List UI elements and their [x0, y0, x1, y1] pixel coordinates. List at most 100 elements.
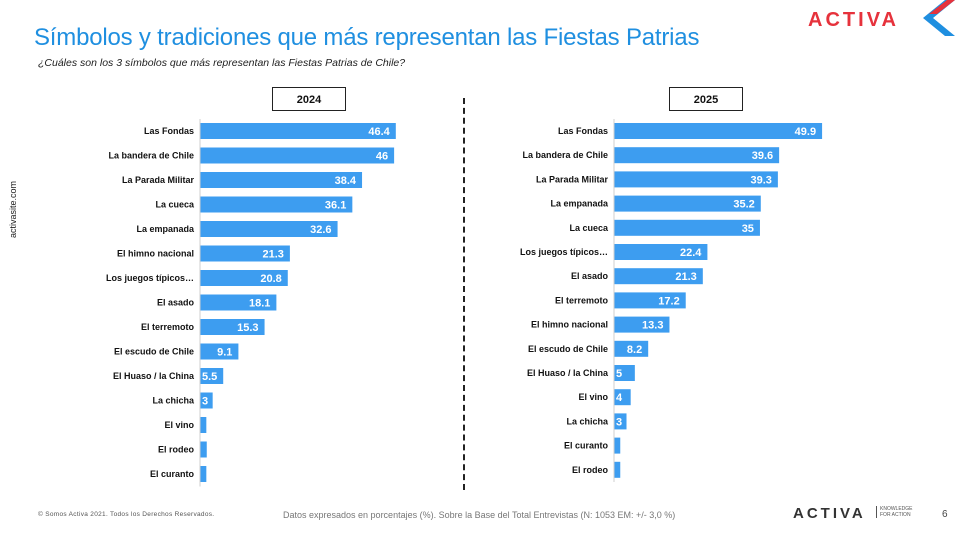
- bar: [200, 319, 265, 335]
- data-label: 46.4: [368, 126, 390, 138]
- category-label: La bandera de Chile: [522, 150, 608, 160]
- category-label: La Parada Militar: [122, 175, 195, 185]
- data-label: 36.1: [325, 200, 346, 212]
- bar: [200, 368, 224, 384]
- bar: [200, 172, 363, 188]
- data-label: 13.3: [642, 320, 663, 332]
- bar: [200, 294, 277, 311]
- category-label: La chicha: [566, 416, 609, 426]
- category-label: El terremoto: [141, 322, 195, 332]
- category-label: El curanto: [150, 469, 195, 479]
- bar: [614, 413, 627, 430]
- charts-canvas: Las Fondas 46.4 La bandera de Chile 46 La Pa…: [106, 119, 823, 487]
- category-label: El asado: [157, 298, 195, 308]
- category-label: La empanada: [550, 199, 609, 209]
- bar: [200, 441, 207, 458]
- data-label: 18.1: [249, 298, 270, 310]
- data-label: 39.3: [750, 174, 771, 186]
- category-label: El vino: [164, 420, 194, 430]
- bar: [200, 343, 239, 360]
- category-label: El himno nacional: [117, 249, 194, 259]
- brand-mark-icon: [923, 0, 955, 36]
- data-label: 20.8: [260, 273, 281, 285]
- bar: [614, 316, 670, 333]
- page-subtitle: ¿Cuáles son los 3 símbolos que más repre…: [38, 57, 406, 69]
- category-label: El vino: [578, 392, 608, 402]
- bar: [614, 292, 686, 309]
- data-label: 38.4: [335, 175, 357, 187]
- bar: [614, 437, 621, 454]
- category-label: El Huaso / la China: [527, 368, 609, 378]
- bar: [614, 123, 823, 139]
- bar: [614, 244, 708, 260]
- data-label: 17.2: [658, 295, 679, 307]
- data-label: 21.3: [675, 271, 696, 283]
- category-label: El terremoto: [555, 295, 609, 305]
- bar: [614, 147, 780, 164]
- chart-2024-title: 2024: [272, 87, 346, 111]
- footer-tagline-line-1: KNOWLEDGE: [880, 506, 913, 512]
- bar: [200, 392, 213, 409]
- bar: [614, 171, 778, 188]
- category-label: El asado: [571, 271, 609, 281]
- bar: [614, 389, 631, 406]
- bar: [200, 466, 207, 482]
- chart-2025-title: 2025: [669, 87, 743, 111]
- category-label: Las Fondas: [558, 126, 608, 136]
- data-label: 49.9: [795, 126, 816, 138]
- data-label: 15.3: [237, 322, 258, 334]
- bar: [614, 219, 760, 236]
- footer-note: Datos expresados en porcentajes (%). Sob…: [283, 510, 676, 520]
- category-label: El escudo de Chile: [114, 347, 194, 357]
- data-label: 3: [202, 396, 208, 408]
- data-label: 22.4: [680, 247, 702, 259]
- category-label: El Huaso / la China: [113, 371, 195, 381]
- category-label: Las Fondas: [144, 126, 194, 136]
- page-number: 6: [942, 509, 948, 520]
- category-label: La bandera de Chile: [108, 151, 194, 161]
- category-label: La cueca: [155, 200, 195, 210]
- bar: [614, 268, 703, 285]
- category-label: El escudo de Chile: [528, 344, 608, 354]
- category-label: El rodeo: [158, 445, 195, 455]
- footer-tagline-line-2: FOR ACTION: [880, 512, 911, 518]
- data-label: 21.3: [262, 249, 283, 261]
- data-label: 9.1: [217, 347, 232, 359]
- footer-tagline: KNOWLEDGE FOR ACTION: [876, 506, 913, 518]
- bar: [200, 123, 396, 139]
- category-label: El rodeo: [572, 465, 609, 475]
- bar: [200, 147, 395, 164]
- bar: [200, 196, 353, 213]
- category-label: El curanto: [564, 441, 609, 451]
- bar: [200, 245, 290, 262]
- brand-logo: ACTIVA: [808, 9, 899, 31]
- bar: [200, 417, 207, 433]
- data-label: 35.2: [733, 199, 754, 211]
- copyright-text: © Somos Activa 2021. Todos los Derechos …: [38, 511, 215, 518]
- category-label: Los juegos típicos…: [106, 273, 194, 283]
- data-label: 8.2: [627, 344, 642, 356]
- data-label: 39.6: [752, 150, 773, 162]
- data-label: 4: [616, 392, 623, 404]
- category-label: El himno nacional: [531, 320, 608, 330]
- divider-line: [463, 98, 465, 490]
- data-label: 32.6: [310, 224, 331, 236]
- data-label: 5: [616, 368, 622, 380]
- category-label: Los juegos típicos…: [520, 247, 608, 257]
- footer-brand-logo: ACTIVA: [793, 505, 866, 522]
- bar: [614, 365, 635, 381]
- bar: [614, 461, 621, 478]
- category-label: La empanada: [136, 224, 195, 234]
- data-label: 35: [742, 223, 754, 235]
- data-label: 5.5: [202, 371, 217, 383]
- bar: [614, 340, 649, 357]
- data-label: 3: [616, 416, 622, 428]
- page-title: Símbolos y tradiciones que más represent…: [34, 24, 700, 51]
- bar: [200, 221, 338, 237]
- data-label: 46: [376, 151, 388, 163]
- category-label: La cueca: [569, 223, 609, 233]
- category-label: La Parada Militar: [536, 174, 609, 184]
- bar: [200, 270, 288, 286]
- category-label: La chicha: [152, 396, 195, 406]
- bar: [614, 195, 761, 212]
